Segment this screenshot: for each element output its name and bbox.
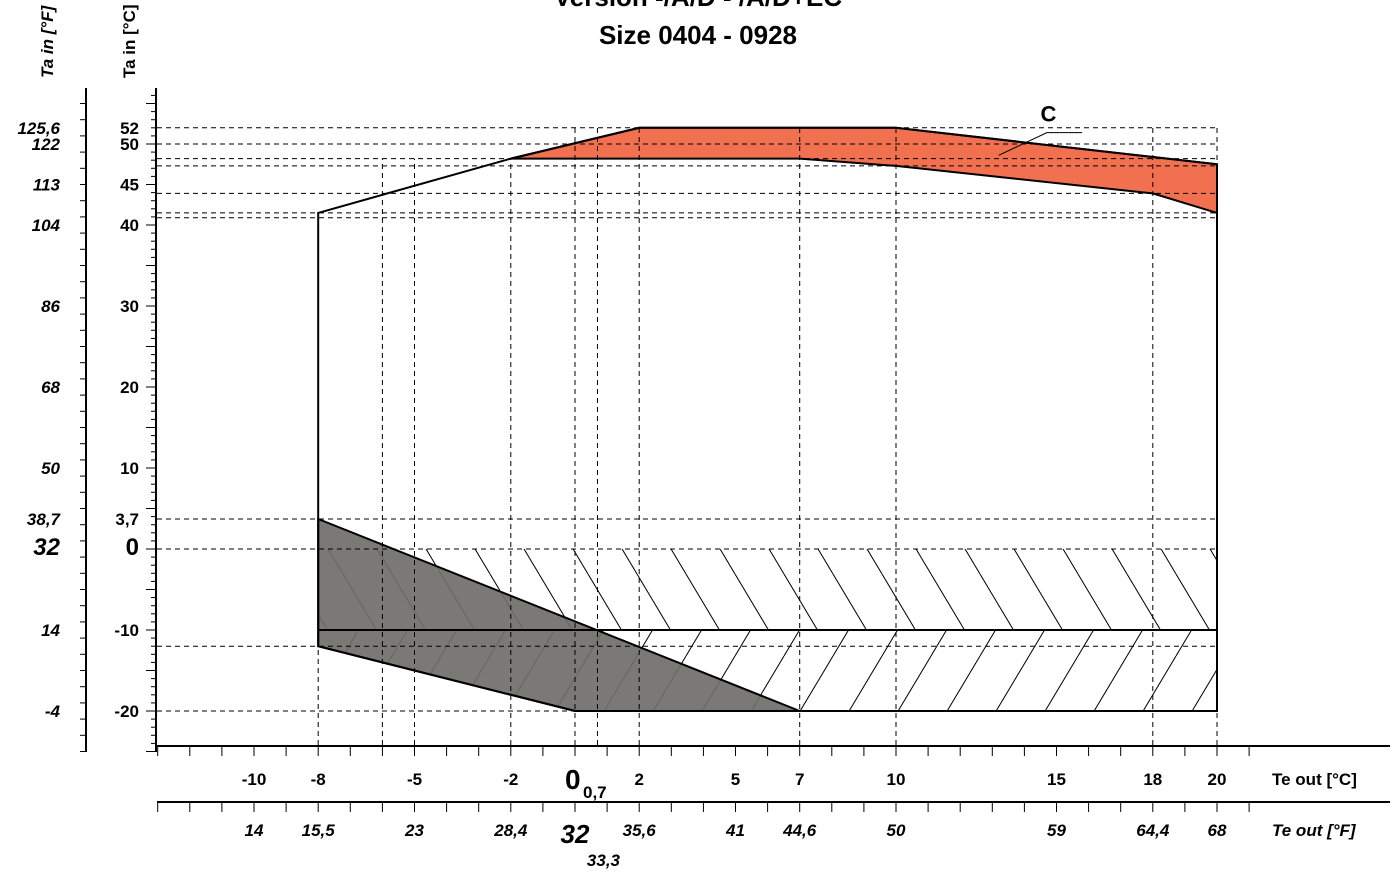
y-label-c: 52 xyxy=(120,119,139,138)
x-label-f: 50 xyxy=(887,821,906,840)
y-label-f: 68 xyxy=(41,378,60,397)
y-label-f: 104 xyxy=(32,216,61,235)
y-label-f: 38,7 xyxy=(27,510,62,529)
guide-lines-layer xyxy=(157,127,1218,745)
x-label-c: -5 xyxy=(407,770,422,789)
x-label-f: 59 xyxy=(1047,821,1066,840)
y-label-c: 0 xyxy=(126,534,139,561)
regions-layer xyxy=(317,126,1218,712)
x-label-c: -8 xyxy=(311,770,326,789)
x-label-c: 10 xyxy=(887,770,906,789)
zone-c-area xyxy=(510,126,1218,215)
x-label-c-07: 0,7 xyxy=(583,783,607,802)
axes-layer xyxy=(80,88,1390,812)
y-label-c: 30 xyxy=(120,297,139,316)
zone-c-leader xyxy=(998,132,1083,156)
x-label-f: 64,4 xyxy=(1136,821,1170,840)
y-label-c: -20 xyxy=(114,702,139,721)
x-label-c: 7 xyxy=(795,770,804,789)
x-label-c: 15 xyxy=(1047,770,1066,789)
y-label-f: 122 xyxy=(32,135,61,154)
x-label-f: 15,5 xyxy=(302,821,336,840)
x-label-c: 5 xyxy=(731,770,740,789)
x-label-f: 41 xyxy=(725,821,745,840)
x-label-c: -2 xyxy=(503,770,518,789)
chart-title-line1: Version -/A/D - /A/D+EC xyxy=(554,0,842,12)
y-label-f: 32 xyxy=(33,534,60,561)
chart-title-line2: Size 0404 - 0928 xyxy=(599,20,797,50)
y-label-f: 113 xyxy=(33,176,61,195)
y-label-c: 45 xyxy=(120,176,139,195)
y-label-f: -4 xyxy=(45,702,61,721)
x-label-c-zero: 0 xyxy=(565,764,581,795)
y-label-c: 10 xyxy=(120,459,139,478)
x-label-c: -10 xyxy=(242,770,267,789)
x-label-f: 23 xyxy=(404,821,424,840)
y-label-c: -10 xyxy=(114,621,139,640)
x-label-c: 20 xyxy=(1208,770,1227,789)
x-label-f: 68 xyxy=(1208,821,1227,840)
labels-layer: C525045403020103,70-10-20125,61221131048… xyxy=(17,101,1227,870)
y-label-f: 125,6 xyxy=(17,119,60,138)
x-label-f: 33,3 xyxy=(587,851,621,870)
y-label-c: 50 xyxy=(120,135,139,154)
y-label-c: 40 xyxy=(120,216,139,235)
x-label-f: 28,4 xyxy=(493,821,528,840)
y-label-c: 20 xyxy=(120,378,139,397)
y-label-f: 50 xyxy=(41,459,60,478)
x-label-c: 2 xyxy=(634,770,643,789)
x-axis-label-celsius: Te out [°C] xyxy=(1272,770,1357,789)
x-label-c: 18 xyxy=(1143,770,1162,789)
x-axis-label-fahrenheit: Te out [°F] xyxy=(1272,821,1357,840)
x-label-f: 44,6 xyxy=(782,821,817,840)
x-label-f: 32 xyxy=(561,819,590,849)
y-axis-label-fahrenheit: Ta in [°F] xyxy=(38,4,57,78)
y-axis-label-celsius: Ta in [°C] xyxy=(120,4,139,78)
y-label-f: 14 xyxy=(41,621,60,640)
y-label-f: 86 xyxy=(41,297,60,316)
zone-c-label: C xyxy=(1040,101,1056,126)
y-label-c: 3,7 xyxy=(115,510,139,529)
x-label-f: 14 xyxy=(245,821,264,840)
x-label-f: 35,6 xyxy=(623,821,657,840)
